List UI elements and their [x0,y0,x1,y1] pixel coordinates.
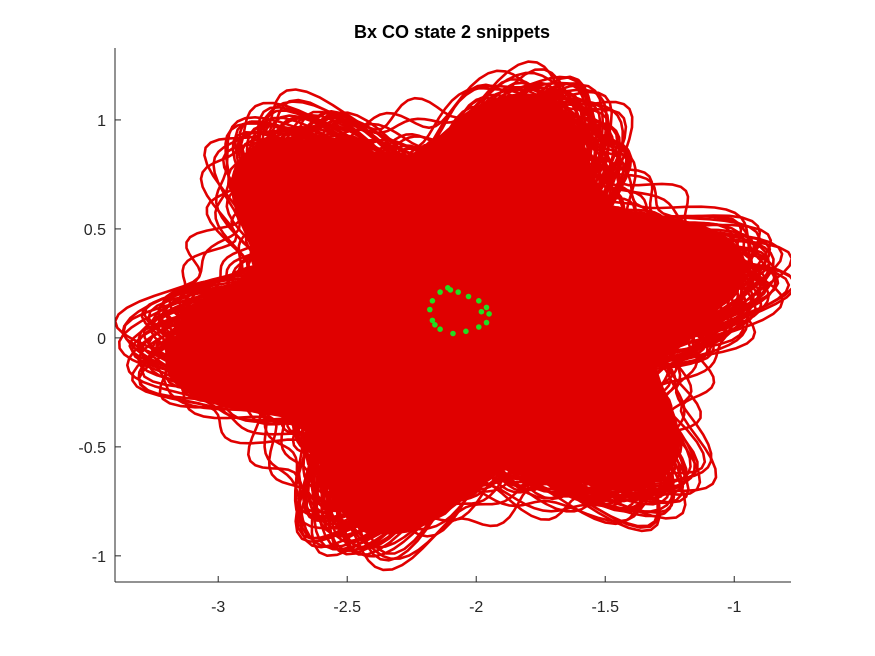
chart-title: Bx CO state 2 snippets [354,22,550,42]
plot-area [115,60,791,572]
trajectory-line [165,114,726,526]
y-tick-label: 0 [97,331,106,348]
x-tick-label: -1 [727,599,741,616]
trajectory-line [115,60,784,549]
trajectory-line [203,122,728,499]
marker-point [429,317,436,324]
x-tick-label: -2.5 [333,599,361,616]
marker-point [437,289,443,295]
y-tick-label: 0.5 [84,222,106,239]
marker-point [437,326,443,333]
x-tick-label: -1.5 [591,599,619,616]
trajectory-line [126,81,762,558]
trajectory-line [150,85,771,538]
y-tick-label: -1 [92,549,106,566]
axes: -3 -2.5 -2 -1.5 -1 1 0.5 0 -0.5 -1 [78,48,791,616]
trajectory-line [157,96,771,534]
marker-point [486,311,492,317]
marker-point [450,330,456,337]
trajectory-line [186,114,734,505]
marker-point [427,306,433,313]
trajectory-line [182,117,728,529]
marker-point [465,293,472,300]
marker-point [483,304,490,311]
marker-point [455,289,462,295]
x-tick-label: -2 [469,599,483,616]
marker-point [432,322,438,328]
marker-point [476,324,482,330]
trajectory-line [168,91,768,514]
trajectory-line [178,114,712,511]
y-tick-label: -0.5 [78,440,106,457]
marker-point [478,308,485,315]
marker-point [476,298,482,304]
trajectory-line [121,68,791,557]
marker-point [483,319,490,326]
x-tick-label: -3 [211,599,225,616]
marker-point [447,287,454,293]
marker-point [463,328,469,335]
y-tick-label: 1 [97,113,106,130]
trajectory-line [147,82,791,540]
marker-point [429,298,436,304]
